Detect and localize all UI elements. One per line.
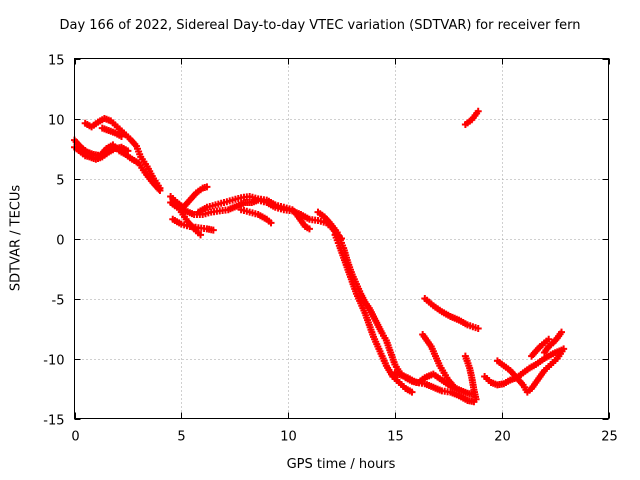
data-point-marker (472, 395, 480, 403)
y-tick-label: 10 (48, 114, 65, 129)
y-tick-label: -5 (52, 294, 65, 309)
data-series (331, 231, 416, 396)
data-point-marker (545, 335, 553, 343)
x-axis-label: GPS time / hours (286, 457, 396, 472)
data-point-marker (560, 345, 568, 353)
data-series (98, 124, 125, 140)
data-series (194, 193, 313, 233)
data-point-marker (197, 231, 205, 239)
grid-lines (74, 58, 609, 419)
data-series (540, 328, 566, 356)
data-series (237, 206, 275, 227)
data-series (461, 107, 482, 128)
y-tick-labels: -15 -10 -5 0 5 10 15 (43, 54, 64, 429)
data-series (169, 215, 217, 234)
data-series (81, 115, 164, 192)
data-series (167, 196, 345, 242)
data-series (493, 345, 568, 396)
x-tick-label: 20 (494, 430, 511, 445)
x-tick-label: 5 (177, 430, 185, 445)
data-point-marker (117, 133, 125, 140)
data-series (421, 295, 482, 332)
data-point-marker (267, 219, 275, 227)
y-tick-label: 5 (56, 174, 64, 189)
data-markers (71, 107, 568, 406)
data-point-marker (203, 183, 211, 191)
x-tick-label: 15 (387, 430, 404, 445)
data-point-marker (474, 107, 482, 115)
data-point-marker (558, 328, 566, 336)
y-tick-label: -15 (43, 414, 64, 429)
data-point-marker (408, 388, 416, 396)
chart-title: Day 166 of 2022, Sidereal Day-to-day VTE… (59, 18, 581, 33)
plot-frame (74, 58, 609, 419)
y-tick-label: -10 (43, 354, 64, 369)
x-tick-label: 10 (280, 430, 297, 445)
data-point-marker (156, 184, 164, 192)
axis-ticks (74, 58, 610, 420)
data-series (461, 352, 480, 403)
data-series (71, 143, 132, 163)
x-tick-label: 0 (71, 430, 79, 445)
y-tick-label: 0 (56, 234, 64, 249)
y-tick-label: 15 (48, 54, 65, 69)
data-series (419, 331, 457, 389)
data-series (528, 335, 553, 360)
x-tick-labels: 0 5 10 15 20 25 (71, 430, 617, 445)
data-point-marker (209, 226, 217, 234)
data-series (481, 346, 566, 389)
data-series (391, 369, 478, 406)
data-point-marker (305, 225, 313, 233)
data-point-marker (474, 325, 482, 332)
data-point-marker (449, 381, 457, 389)
data-series (177, 208, 205, 239)
x-tick-label: 25 (601, 430, 618, 445)
y-axis-label: SDTVAR / TECUs (8, 184, 24, 292)
data-point-marker (124, 147, 132, 155)
